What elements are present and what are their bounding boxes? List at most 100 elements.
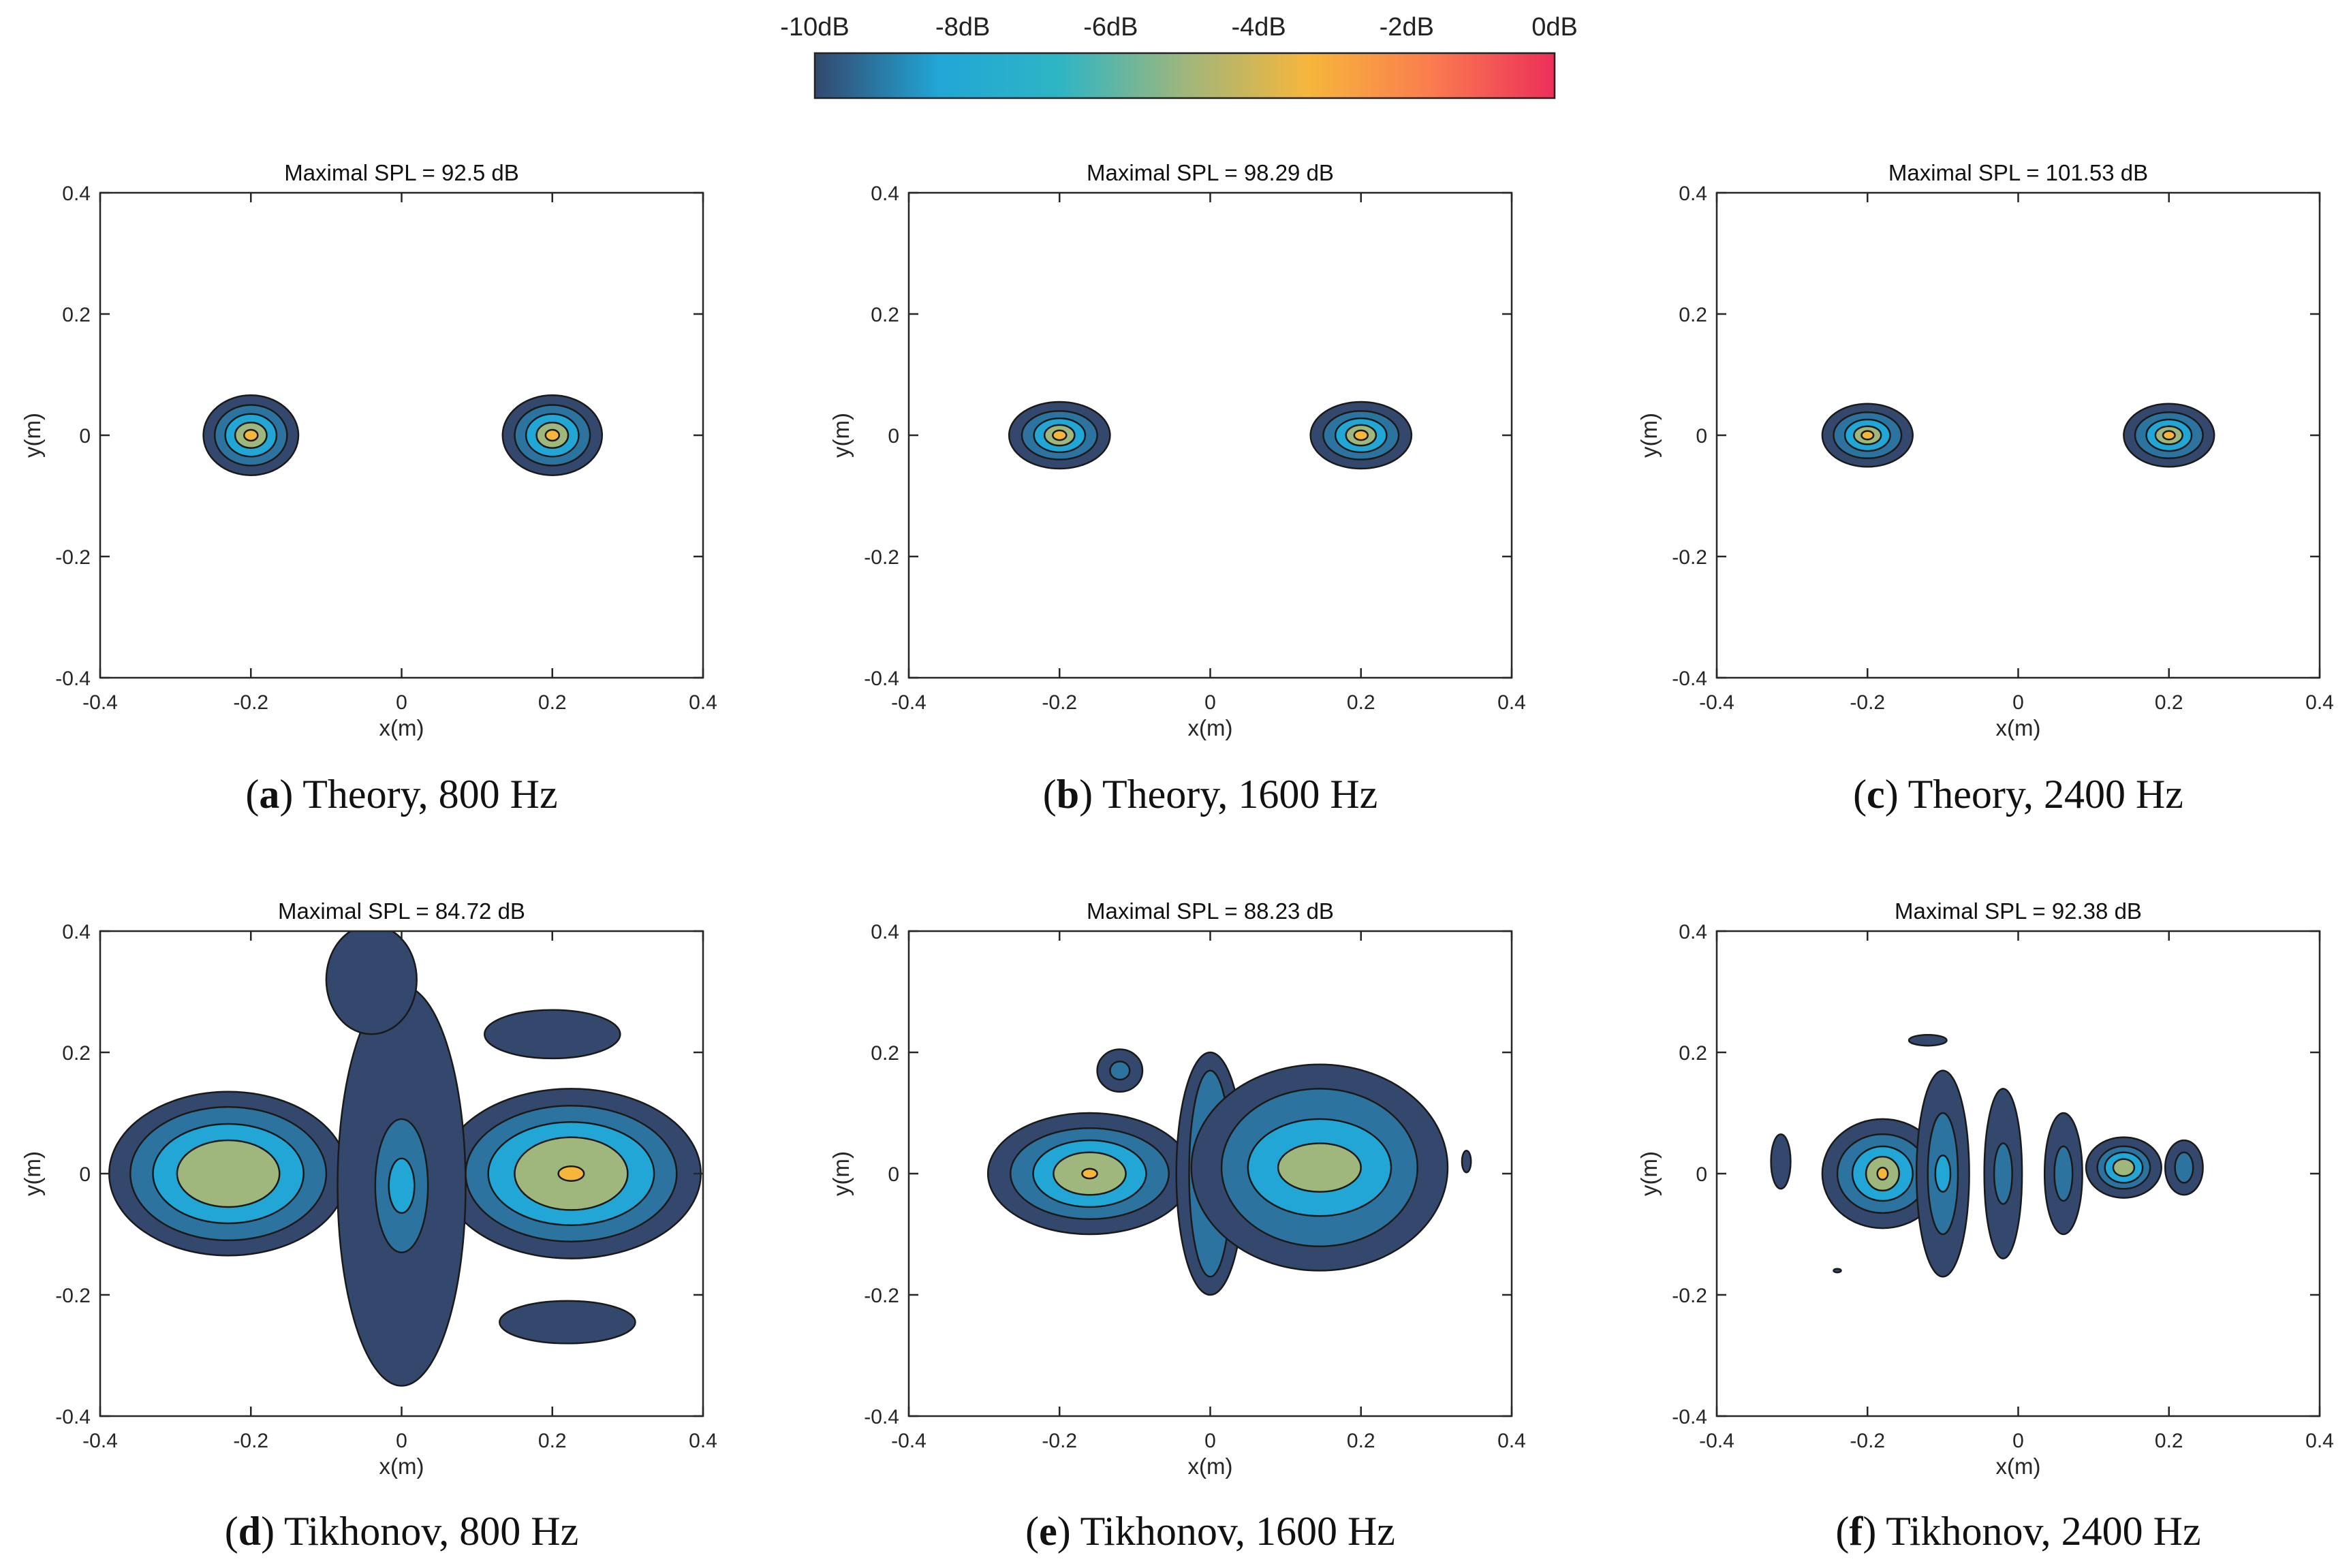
colorbar-tick-label: 0dB (1531, 13, 1578, 42)
contour-group (986, 1048, 1472, 1296)
plot-area (909, 193, 1512, 678)
x-tick-label: -0.2 (1850, 691, 1885, 714)
x-tick-label: 0 (396, 1430, 407, 1452)
caption-letter: f (1849, 1509, 1863, 1554)
x-tick-label: 0.4 (689, 1430, 717, 1452)
x-tick-label: -0.4 (891, 691, 927, 714)
x-tick-label: 0.2 (538, 1430, 567, 1452)
y-tick-label: 0 (888, 1163, 899, 1186)
chart-title: Maximal SPL = 101.53 dB (1888, 160, 2148, 185)
y-axis-label: y(m) (828, 1151, 854, 1196)
y-tick-label: -0.4 (1672, 1406, 1707, 1428)
contour-region (1109, 1061, 1131, 1081)
y-tick-label: 0 (79, 425, 91, 448)
contour-region (1461, 1149, 1472, 1174)
y-tick-label: -0.2 (1672, 1285, 1707, 1307)
x-tick-label: 0 (2012, 1430, 2024, 1452)
contour-group (1821, 403, 2215, 468)
y-tick-label: 0 (1696, 1163, 1707, 1186)
y-tick-label: 0.2 (871, 1042, 899, 1065)
y-tick-label: -0.2 (55, 546, 91, 569)
y-tick-label: 0.4 (871, 183, 899, 205)
y-axis-label: y(m) (20, 413, 45, 458)
colorbar-tick-label: -8dB (935, 13, 990, 42)
y-tick-label: -0.2 (864, 1285, 899, 1307)
chart-panel-d: -0.4 -0.2 0 0.2 0.4 -0.4 -0.2 0 0.2 0.4 Maximal SP… (20, 898, 717, 1554)
x-axis-label: x(m) (1188, 1454, 1233, 1479)
chart-title: Maximal SPL = 92.5 dB (284, 160, 519, 185)
caption-paren-close: ) (279, 772, 302, 817)
caption-text: Theory, 1600 Hz (1102, 772, 1377, 817)
y-tick-label: 0 (888, 425, 899, 448)
caption-paren-close: ) (261, 1509, 284, 1554)
x-tick-label: 0.2 (1347, 691, 1375, 714)
y-tick-label: 0.4 (1679, 183, 1707, 205)
x-tick-label: 0.4 (1497, 691, 1526, 714)
y-axis-label: y(m) (1636, 413, 1662, 458)
subfigure-caption: (f) Tikhonov, 2400 Hz (1835, 1509, 2200, 1554)
y-tick-label: -0.4 (864, 668, 899, 690)
x-axis-label: x(m) (379, 715, 424, 740)
y-tick-label: -0.2 (55, 1285, 91, 1307)
caption-letter: a (259, 772, 279, 817)
y-tick-label: -0.2 (1672, 546, 1707, 569)
y-tick-label: 0.2 (62, 1042, 91, 1065)
contour-group (108, 931, 702, 1387)
contour-region (388, 1157, 416, 1214)
colorbar-tick-label: -6dB (1083, 13, 1138, 42)
chart-title: Maximal SPL = 98.29 dB (1087, 160, 1334, 185)
subfigure-caption: (c) Theory, 2400 Hz (1853, 772, 2183, 817)
x-tick-label: 0.2 (538, 691, 567, 714)
x-tick-label: 0.2 (2155, 691, 2183, 714)
x-tick-label: 0 (1204, 691, 1216, 714)
caption-paren-close: ) (1863, 1509, 1886, 1554)
x-tick-label: -0.2 (1042, 691, 1077, 714)
y-axis-label: y(m) (1636, 1151, 1662, 1196)
y-tick-label: 0.4 (871, 921, 899, 943)
y-tick-label: 0 (79, 1163, 91, 1186)
contour-region (1934, 1155, 1952, 1193)
y-axis-label: y(m) (828, 413, 854, 458)
x-axis-label: x(m) (1996, 715, 2041, 740)
y-tick-label: 0.4 (1679, 921, 1707, 943)
y-tick-label: 0.4 (62, 183, 91, 205)
caption-text: Theory, 2400 Hz (1908, 772, 2183, 817)
caption-text: Theory, 800 Hz (302, 772, 557, 817)
contour-region (483, 1009, 621, 1060)
contour-region (1353, 429, 1369, 441)
x-axis-label: x(m) (1996, 1454, 2041, 1479)
x-tick-label: 0.4 (689, 691, 717, 714)
contour-region (2053, 1145, 2074, 1202)
caption-paren-open: ( (1043, 772, 1057, 817)
caption-text: Tikhonov, 2400 Hz (1886, 1509, 2200, 1554)
y-tick-label: 0.2 (871, 304, 899, 326)
chart-panel-c: -0.4 -0.2 0 0.2 0.4 -0.4 -0.2 0 0.2 0.4 Maximal SP… (1636, 160, 2334, 817)
x-tick-label: -0.2 (1850, 1430, 1885, 1452)
subfigure-caption: (b) Theory, 1600 Hz (1043, 772, 1378, 817)
chart-title: Maximal SPL = 92.38 dB (1895, 898, 2142, 924)
y-tick-label: 0.2 (1679, 1042, 1707, 1065)
contour-region (1052, 429, 1068, 441)
contour-region (1833, 1268, 1842, 1274)
subfigure-caption: (e) Tikhonov, 1600 Hz (1025, 1509, 1395, 1554)
x-tick-label: 0 (2012, 691, 2024, 714)
contour-region (1770, 1133, 1792, 1190)
contour-group (1770, 1033, 2204, 1278)
x-tick-label: -0.4 (82, 691, 118, 714)
contour-group (1008, 401, 1413, 470)
x-tick-label: -0.2 (233, 691, 268, 714)
contour-region (1081, 1167, 1098, 1180)
contour-region (499, 1300, 636, 1345)
x-tick-label: -0.4 (1699, 1430, 1734, 1452)
x-tick-label: -0.4 (82, 1430, 118, 1452)
contour-group (202, 394, 604, 476)
contour-region (1993, 1142, 2013, 1205)
caption-paren-open: ( (245, 772, 259, 817)
x-tick-label: 0 (396, 691, 407, 714)
contour-region (544, 428, 561, 442)
x-tick-label: -0.2 (233, 1430, 268, 1452)
caption-paren-close: ) (1057, 1509, 1080, 1554)
colorbar (813, 52, 1556, 99)
y-tick-label: -0.2 (864, 546, 899, 569)
y-tick-label: -0.4 (1672, 668, 1707, 690)
